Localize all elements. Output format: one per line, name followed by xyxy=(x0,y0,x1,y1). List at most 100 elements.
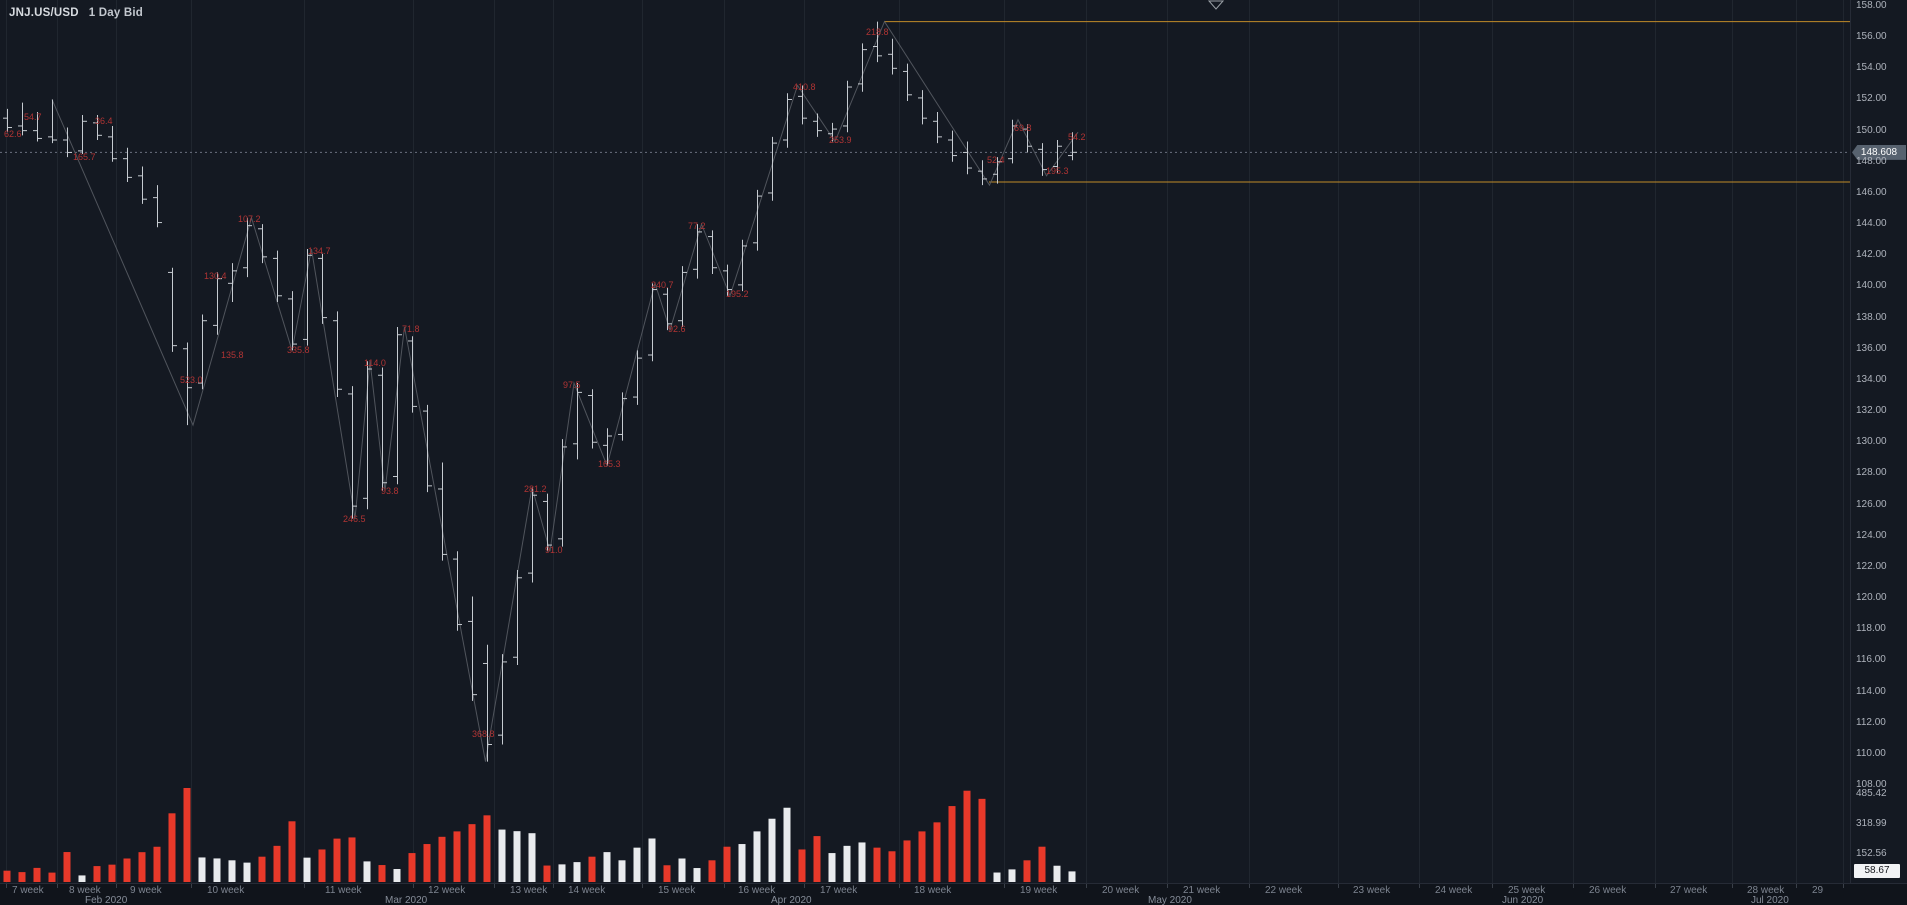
volume-bar xyxy=(348,837,356,882)
volume-bar xyxy=(168,813,176,882)
volume-bar xyxy=(243,862,251,882)
volume-tick-label: 318.99 xyxy=(1856,818,1887,830)
volume-bar xyxy=(678,858,686,882)
time-axis-tick xyxy=(1796,884,1797,888)
week-label: 9 week xyxy=(130,885,162,896)
volume-bar xyxy=(543,865,551,882)
volume-bar xyxy=(153,846,161,882)
volume-bar xyxy=(333,838,341,882)
volume-bar xyxy=(408,853,416,882)
week-label: 22 week xyxy=(1265,885,1303,896)
volume-bar xyxy=(1068,871,1076,882)
volume-bar xyxy=(123,858,131,882)
volume-bar xyxy=(528,833,536,882)
volume-bar xyxy=(1053,865,1061,882)
volume-bar xyxy=(948,806,956,882)
volume-bar xyxy=(693,868,701,882)
price-tick-label: 112.00 xyxy=(1856,716,1886,728)
week-label: 25 week xyxy=(1508,885,1546,896)
time-axis-tick xyxy=(642,884,643,888)
week-label: 17 week xyxy=(820,885,858,896)
volume-bar xyxy=(873,847,881,882)
volume-bar xyxy=(1038,846,1046,882)
time-axis-tick xyxy=(1843,884,1844,888)
volume-bar xyxy=(48,872,56,882)
volume-bar xyxy=(633,847,641,882)
price-tick-label: 158.00 xyxy=(1856,0,1887,11)
volume-bar xyxy=(768,818,776,882)
volume-bar xyxy=(978,798,986,882)
volume-bar xyxy=(828,853,836,882)
price-tick-label: 138.00 xyxy=(1856,311,1887,323)
volume-bar xyxy=(228,860,236,882)
price-tick-label: 150.00 xyxy=(1856,124,1887,136)
volume-bar xyxy=(813,836,821,882)
triangle-down-marker-icon[interactable] xyxy=(1207,0,1225,10)
volume-bar xyxy=(858,842,866,882)
time-axis-tick xyxy=(1655,884,1656,888)
period-label: 1 Day Bid xyxy=(88,7,143,19)
volume-bar xyxy=(93,866,101,882)
volume-bar xyxy=(1008,869,1016,882)
week-label: 15 week xyxy=(658,885,696,896)
volume-bar xyxy=(513,831,521,882)
zigzag-line xyxy=(51,20,1079,762)
volume-tick-label: 152.56 xyxy=(1856,848,1887,860)
volume-bar xyxy=(108,864,116,882)
week-label: 14 week xyxy=(568,885,606,896)
price-tick-label: 120.00 xyxy=(1856,592,1887,604)
time-axis-tick xyxy=(494,884,495,888)
price-tick-label: 140.00 xyxy=(1856,280,1887,292)
volume-bar xyxy=(318,849,326,882)
month-label: Apr 2020 xyxy=(771,895,812,905)
volume-bar xyxy=(648,838,656,882)
price-tick-label: 128.00 xyxy=(1856,467,1887,479)
volume-bar xyxy=(378,865,386,882)
price-tick-label: 136.00 xyxy=(1856,342,1887,354)
volume-bar xyxy=(183,788,191,882)
volume-bar xyxy=(18,872,26,882)
volume-bar xyxy=(453,831,461,882)
month-label: Jun 2020 xyxy=(1502,895,1544,905)
price-tick-label: 116.00 xyxy=(1856,654,1886,666)
volume-bar xyxy=(303,857,311,882)
volume-bar xyxy=(138,852,146,882)
week-label: 7 week xyxy=(12,885,44,896)
volume-bar xyxy=(198,857,206,882)
time-axis-tick xyxy=(899,884,900,888)
symbol-label: JNJ.US/USD xyxy=(9,7,79,19)
time-axis-tick xyxy=(116,884,117,888)
time-axis-tick xyxy=(1492,884,1493,888)
week-label: 8 week xyxy=(69,885,101,896)
price-tick-label: 118.00 xyxy=(1856,623,1886,635)
time-axis-tick xyxy=(1338,884,1339,888)
price-tick-label: 134.00 xyxy=(1856,373,1887,385)
week-label: 27 week xyxy=(1670,885,1708,896)
volume-bar xyxy=(438,836,446,882)
volume-bar xyxy=(753,831,761,882)
volume-bar xyxy=(573,862,581,882)
price-tick-label: 142.00 xyxy=(1856,249,1887,261)
price-tick-label: 122.00 xyxy=(1856,560,1887,572)
week-label: 12 week xyxy=(428,885,466,896)
volume-bar xyxy=(708,860,716,882)
time-axis-tick xyxy=(304,884,305,888)
time-axis-tick xyxy=(1004,884,1005,888)
volume-tick-label: 485.42 xyxy=(1856,788,1887,800)
price-tick-label: 126.00 xyxy=(1856,498,1887,510)
week-label: 23 week xyxy=(1353,885,1391,896)
month-label: Mar 2020 xyxy=(385,895,428,905)
volume-bar xyxy=(393,869,401,882)
price-tick-label: 110.00 xyxy=(1856,747,1886,759)
week-label: 13 week xyxy=(510,885,548,896)
time-axis-tick xyxy=(1167,884,1168,888)
time-axis-tick xyxy=(191,884,192,888)
volume-bar xyxy=(3,870,11,882)
price-tick-label: 144.00 xyxy=(1856,218,1887,230)
price-tick-label: 156.00 xyxy=(1856,31,1887,43)
volume-bar xyxy=(798,849,806,882)
time-axis[interactable]: 7 week 8 week 9 week 10 week 11 week 12 week 1… xyxy=(0,883,1907,905)
price-axis[interactable]: 148.608 58.67 158.00 156.00 154.00 152.00 15… xyxy=(1850,0,1907,883)
